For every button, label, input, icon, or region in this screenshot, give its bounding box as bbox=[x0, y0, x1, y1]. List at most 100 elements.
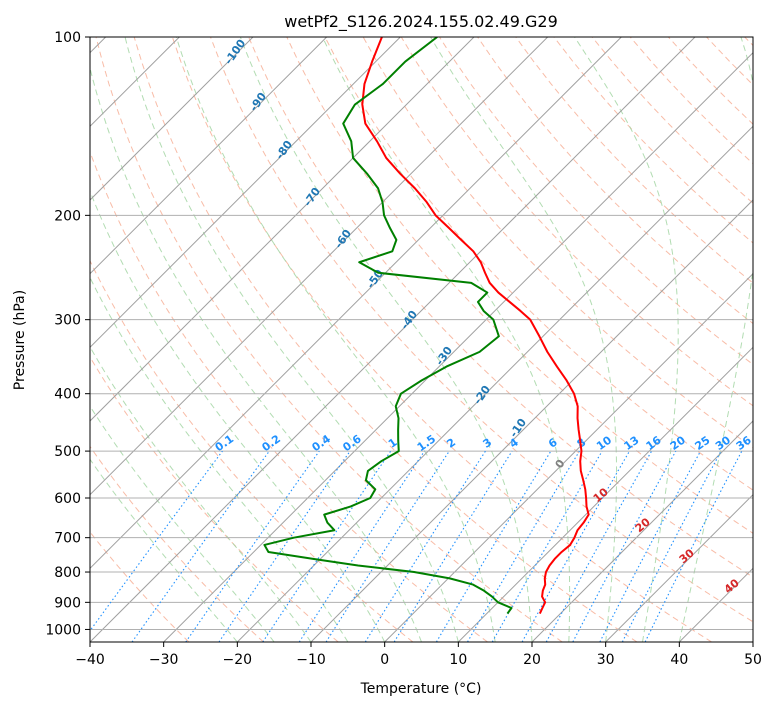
mixing-ratio-label: 6 bbox=[546, 436, 560, 451]
isotherm-line bbox=[90, 37, 622, 570]
moist-adiabat-line bbox=[430, 37, 618, 642]
moist-adiabat-line bbox=[90, 405, 275, 642]
x-tick-label: 40 bbox=[670, 652, 688, 668]
temperature-profile-line bbox=[361, 37, 590, 614]
plot-frame bbox=[89, 36, 754, 643]
dry-adiabat-line bbox=[133, 37, 638, 642]
x-tick-label: −30 bbox=[149, 652, 179, 668]
y-tick-label: 100 bbox=[54, 30, 81, 46]
mixing-ratio-label: 16 bbox=[644, 433, 664, 453]
moist-adiabat-line bbox=[90, 66, 422, 642]
moist-adiabat-line bbox=[678, 37, 753, 642]
moist-adiabat-label: 0 bbox=[553, 457, 568, 471]
x-tick-label: 0 bbox=[380, 652, 389, 668]
y-tick-label: 700 bbox=[54, 531, 81, 547]
mixing-ratio-line bbox=[218, 450, 351, 642]
dry-adiabat-line bbox=[515, 37, 753, 284]
mixing-ratio-lines bbox=[90, 450, 743, 642]
x-tick-label: 20 bbox=[523, 652, 541, 668]
isotherm-line bbox=[236, 125, 753, 642]
y-tick-label: 600 bbox=[54, 491, 81, 507]
moist-adiabat-line bbox=[574, 37, 679, 642]
mixing-ratio-line bbox=[545, 450, 653, 642]
dry-adiabat-label: 40 bbox=[722, 576, 742, 596]
dewpoint-profile-line bbox=[263, 37, 513, 615]
dry-adiabat-line bbox=[90, 531, 190, 642]
y-tick-label: 200 bbox=[54, 208, 81, 224]
moist-adiabat-label: -60 bbox=[332, 227, 354, 251]
isotherm-line bbox=[531, 420, 753, 642]
y-axis-label: Pressure (hPa) bbox=[12, 290, 28, 390]
moist-adiabat-label: -90 bbox=[247, 90, 269, 114]
y-tick-label: 500 bbox=[54, 444, 81, 460]
dry-adiabat-line bbox=[90, 356, 339, 642]
isotherm-line bbox=[752, 641, 753, 642]
profile-series bbox=[263, 37, 590, 615]
dry-adiabat-line bbox=[286, 37, 753, 534]
mixing-ratio-line bbox=[262, 450, 392, 642]
moist-adiabat-line bbox=[124, 37, 459, 642]
isotherms bbox=[90, 37, 753, 642]
dry-adiabat-line bbox=[324, 37, 753, 491]
mixing-ratio-line bbox=[185, 450, 320, 642]
isotherm-line bbox=[163, 51, 753, 642]
isotherm-line bbox=[90, 37, 475, 422]
moist-adiabat-line bbox=[90, 458, 238, 642]
moist-adiabat-label: -40 bbox=[398, 308, 420, 332]
moist-adiabat-line bbox=[90, 189, 386, 642]
mixing-ratio-label: 3 bbox=[481, 436, 495, 451]
y-tick-label: 400 bbox=[54, 387, 81, 403]
x-axis-label: Temperature (°C) bbox=[360, 681, 482, 697]
dry-adiabats bbox=[90, 37, 753, 642]
mixing-ratio-line bbox=[364, 450, 486, 642]
isotherm-line bbox=[90, 37, 401, 349]
mixing-ratio-line bbox=[599, 450, 702, 642]
isotherm-line bbox=[90, 37, 254, 201]
isotherm-line bbox=[90, 37, 328, 275]
moist-adiabat-label: -100 bbox=[222, 37, 249, 67]
mixing-ratio-line bbox=[435, 450, 552, 642]
y-axis: 100 200 300 400 500 600 700 800 900 1000 bbox=[45, 30, 90, 638]
y-tick-label: 800 bbox=[54, 565, 81, 581]
dry-adiabat-line bbox=[706, 37, 753, 86]
dry-adiabat-line bbox=[248, 37, 753, 578]
y-tick-label: 300 bbox=[54, 313, 81, 329]
dry-adiabat-line bbox=[210, 37, 753, 623]
dry-adiabat-line bbox=[95, 37, 563, 642]
x-tick-label: −20 bbox=[223, 652, 253, 668]
mixing-ratio-line bbox=[521, 450, 630, 642]
moist-adiabat-label: -70 bbox=[301, 185, 323, 209]
mixing-ratio-line bbox=[393, 450, 513, 642]
dry-adiabat-label: 20 bbox=[633, 515, 653, 535]
y-tick-label: 1000 bbox=[45, 622, 81, 638]
moist-adiabat-label: -10 bbox=[507, 416, 529, 440]
x-tick-label: −10 bbox=[296, 652, 326, 668]
mixing-ratio-label: 2 bbox=[444, 436, 458, 451]
isotherm-line bbox=[310, 199, 753, 642]
mixing-ratio-line bbox=[131, 450, 270, 642]
isotherm-line bbox=[678, 567, 753, 642]
x-tick-label: 30 bbox=[597, 652, 615, 668]
dry-adiabat-line bbox=[90, 445, 264, 642]
isotherm-line bbox=[605, 493, 753, 642]
mixing-ratio-line bbox=[325, 450, 450, 642]
isotherm-line bbox=[384, 272, 753, 642]
chart-title: wetPf2_S126.2024.155.02.49.G29 bbox=[284, 12, 558, 32]
dry-adiabat-line bbox=[553, 37, 753, 244]
isotherm-line bbox=[90, 37, 549, 496]
moist-adiabat-line bbox=[90, 276, 349, 642]
x-tick-label: 10 bbox=[449, 652, 467, 668]
x-axis: −40 −30 −20 −10 0 10 20 30 40 50 bbox=[75, 642, 762, 668]
isotherm-line bbox=[90, 37, 696, 642]
mixing-ratio-label: 25 bbox=[693, 434, 713, 453]
mixing-ratio-label: 10 bbox=[594, 433, 614, 453]
mixing-ratio-line bbox=[644, 450, 743, 642]
x-tick-label: 50 bbox=[744, 652, 762, 668]
mixing-ratio-line bbox=[572, 450, 677, 642]
mixing-ratio-line bbox=[467, 450, 580, 642]
mixing-ratio-line bbox=[298, 450, 425, 642]
moist-adiabat-line bbox=[322, 37, 571, 642]
moist-adiabats bbox=[90, 37, 753, 642]
plot-area: 0.1 0.2 0.4 0.6 1 1.5 2 3 4 6 8 10 13 16 20 25 30 3610203… bbox=[90, 37, 753, 642]
mixing-ratio-label: 30 bbox=[713, 433, 733, 453]
